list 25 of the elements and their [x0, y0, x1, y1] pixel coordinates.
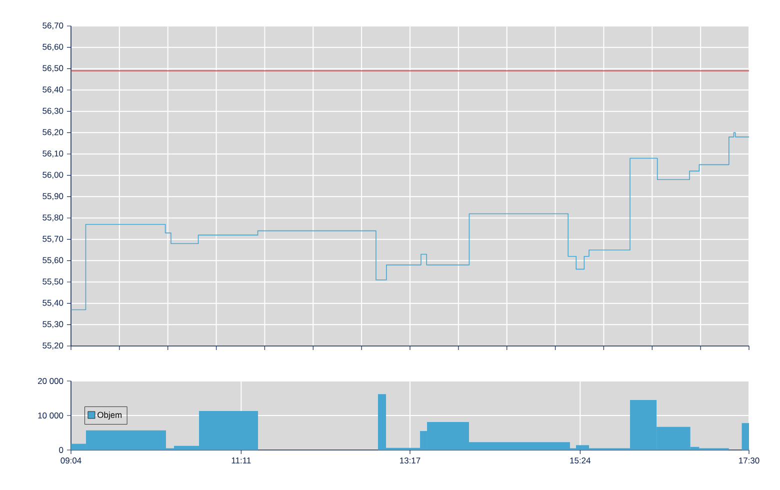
y-tick-label: 10 000 [38, 412, 64, 418]
y-tick-label: 56,10 [42, 150, 64, 158]
y-tick-label: 55,50 [42, 278, 64, 286]
y-tick-label: 0 [59, 447, 64, 453]
y-tick-label: 56,30 [42, 108, 64, 115]
y-tick-label: 56,70 [42, 22, 64, 30]
x-tick-label: 13:17 [400, 458, 420, 464]
y-tick-label: 55,90 [42, 193, 64, 200]
y-tick-label: 55,70 [42, 236, 64, 243]
y-tick-label: 55,20 [42, 342, 64, 350]
y-tick-label: 56,50 [42, 65, 64, 72]
y-tick-label: 20 000 [38, 378, 64, 384]
x-tick-label: 15:24 [570, 458, 591, 464]
y-tick-label: 56,60 [42, 44, 64, 51]
y-tick-label: 55,80 [42, 214, 64, 222]
y-tick-label: 56,20 [42, 129, 64, 136]
x-tick-label: 09:04 [60, 458, 82, 464]
x-tick-label: 11:11 [232, 458, 251, 464]
y-tick-label: 56,40 [42, 86, 64, 94]
legend-label: Objem [98, 412, 122, 420]
y-tick-label: 55,60 [42, 257, 64, 264]
y-tick-label: 55,40 [42, 300, 64, 307]
x-tick-label: 17:30 [739, 458, 760, 464]
y-tick-label: 55,30 [42, 321, 64, 328]
y-tick-label: 56,00 [42, 172, 64, 179]
